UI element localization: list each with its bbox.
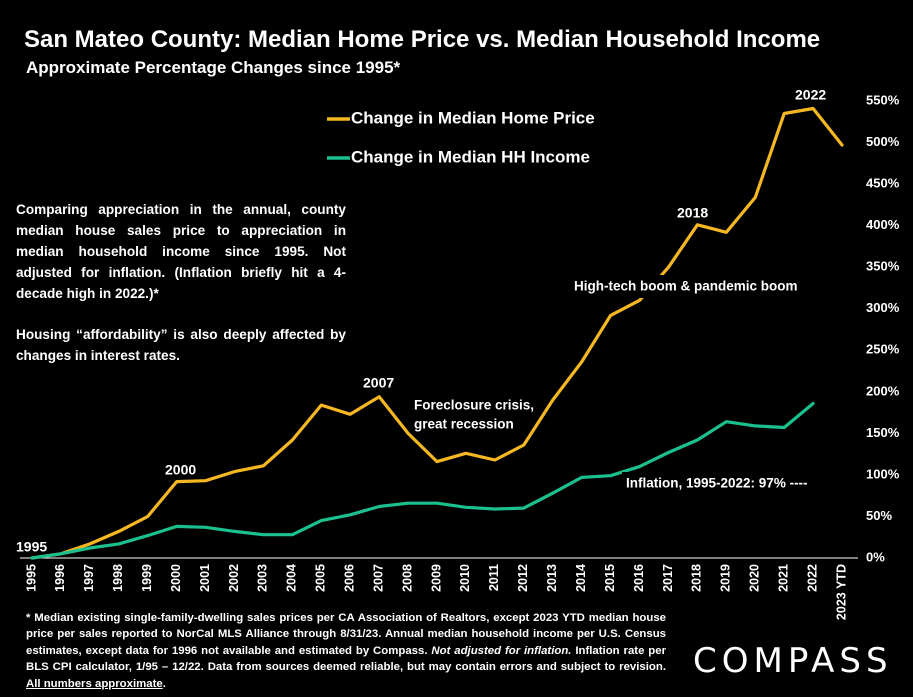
annotation-2000: 2000 [165, 462, 196, 478]
legend-label-home-price: Change in Median Home Price [351, 108, 595, 127]
chart-title: San Mateo County: Median Home Price vs. … [24, 26, 821, 53]
x-tick-label: 2005 [314, 564, 328, 592]
footnote-italic: Not adjusted for inflation. [431, 644, 572, 657]
x-tick-label: 1999 [140, 564, 154, 592]
x-tick-label: 2017 [661, 564, 675, 592]
chart-annotations: 1995 2000 2007 2018 2022 Foreclosure crisis, g… [16, 87, 854, 555]
chart-series [30, 106, 844, 560]
annotation-2018: 2018 [677, 205, 708, 221]
footnote-underline: All numbers approximate [26, 677, 163, 690]
x-tick-label: 1998 [111, 564, 125, 592]
description-paragraph-2: Housing “affordability” is also deeply a… [16, 327, 346, 363]
footnote-end: . [162, 677, 166, 690]
x-tick-label: 2001 [198, 564, 212, 592]
footnote-text-2: Inflation rate per BLS CPI calculator, 1… [26, 644, 667, 674]
income-line [30, 401, 815, 560]
x-tick-label: 2012 [516, 564, 530, 592]
x-tick-label: 1995 [24, 564, 38, 592]
x-tick-label: 2018 [690, 564, 704, 592]
description-text: Comparing appreciation in the annual, co… [16, 199, 346, 386]
x-tick-label: 2016 [632, 564, 646, 592]
compass-logo: COMPASS [693, 641, 893, 681]
x-tick-label: 2003 [256, 564, 270, 592]
annotation-foreclosure-line2: great recession [414, 417, 514, 432]
annotation-boom-background [572, 275, 808, 298]
y-tick-label: 250% [866, 342, 900, 357]
chart-subtitle: Approximate Percentage Changes since 199… [26, 58, 401, 77]
x-tick-label: 2022 [805, 564, 819, 592]
x-tick-label: 2015 [603, 564, 617, 592]
x-tick-label: 2006 [343, 564, 357, 592]
annotation-inflation-background [622, 472, 854, 496]
annotation-2022: 2022 [795, 87, 826, 103]
footnote: * Median existing single-family-dwelling… [26, 610, 666, 692]
y-tick-label: 100% [866, 466, 900, 481]
chart-legend: Change in Median Home Price Change in Med… [327, 108, 595, 166]
description-paragraph-1: Comparing appreciation in the annual, co… [16, 202, 346, 301]
y-tick-label: 0% [866, 549, 885, 564]
y-tick-label: 350% [866, 259, 900, 274]
y-tick-label: 50% [866, 508, 892, 523]
x-tick-label: 2011 [487, 564, 501, 591]
annotation-boom: High-tech boom & pandemic boom [574, 279, 798, 294]
annotation-inflation: Inflation, 1995-2022: 97% ---- [626, 476, 808, 491]
x-tick-label: 2020 [748, 564, 762, 592]
x-tick-label: 2008 [400, 564, 414, 592]
x-tick-label: 2002 [227, 564, 241, 592]
y-tick-label: 500% [866, 134, 900, 149]
chart-axes: 1995 1996 1997 1998 1999 2000 2001 2002 2003 2004… [20, 92, 900, 620]
y-tick-label: 400% [866, 217, 900, 232]
y-tick-label: 450% [866, 176, 900, 191]
y-tick-label: 200% [866, 383, 900, 398]
annotation-1995: 1995 [16, 539, 47, 555]
annotation-foreclosure-line1: Foreclosure crisis, [414, 398, 534, 413]
y-tick-label: 300% [866, 300, 900, 315]
x-tick-label: 2010 [458, 564, 472, 592]
x-tick-label: 2004 [285, 564, 299, 592]
home-price-line [30, 106, 844, 560]
x-tick-label: 2007 [371, 564, 385, 592]
x-tick-label: 2023 YTD [834, 564, 848, 620]
annotation-2007: 2007 [363, 375, 394, 391]
y-tick-label: 150% [866, 425, 900, 440]
y-tick-label: 550% [866, 92, 900, 107]
x-tick-label: 2013 [545, 564, 559, 592]
x-tick-label: 1997 [82, 564, 96, 592]
x-tick-label: 2014 [574, 564, 588, 592]
x-tick-label: 2019 [719, 564, 733, 592]
legend-label-income: Change in Median HH Income [351, 147, 590, 166]
x-tick-label: 2000 [169, 564, 183, 592]
x-tick-label: 2021 [776, 564, 790, 592]
x-tick-label: 2009 [429, 564, 443, 592]
x-tick-label: 1996 [53, 564, 67, 592]
footnote-text-1: * Median existing single-family-dwelling… [26, 612, 666, 657]
